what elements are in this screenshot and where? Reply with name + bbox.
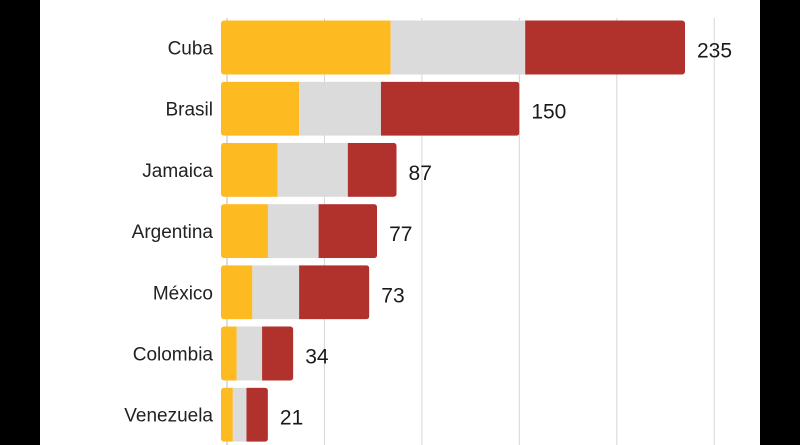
bar-venezuela-segment-1 [221, 387, 233, 442]
bar-colombia-segment-1 [221, 326, 237, 381]
value-label-venezuela: 21 [280, 407, 303, 430]
value-label-cuba: 235 [697, 40, 732, 63]
category-label-cuba: Cuba [168, 39, 214, 60]
bar-cuba-segment-3 [525, 20, 685, 75]
bar-brasil-segment-1 [221, 81, 300, 136]
bar-colombia-segment-3 [262, 326, 294, 381]
bar-jamaica-segment-1 [221, 142, 278, 197]
bar-mexico-segment-2 [252, 265, 300, 320]
bar-argentina-segment-3 [318, 204, 378, 259]
value-label-argentina: 77 [389, 223, 412, 246]
bar-colombia-segment-2 [236, 326, 263, 381]
value-label-colombia: 34 [305, 346, 329, 369]
bar-group-jamaica [221, 142, 397, 197]
category-label-argentina: Argentina [132, 222, 214, 243]
bar-jamaica-segment-2 [277, 142, 348, 197]
value-label-jamaica: 87 [409, 162, 432, 185]
bar-argentina-segment-1 [221, 204, 268, 259]
bar-brasil-segment-3 [380, 81, 520, 136]
category-label-brasil: Brasil [165, 100, 213, 121]
chart-panel: Cuba 235 Brasil 150 Jamaica 87 Argentina 77 Méxi… [40, 0, 760, 445]
bar-group-argentina [221, 204, 378, 259]
bar-mexico-segment-3 [299, 265, 370, 320]
value-label-mexico: 73 [381, 284, 404, 307]
bar-group-brasil [221, 81, 520, 136]
category-label-venezuela: Venezuela [124, 406, 213, 427]
bar-venezuela-segment-2 [232, 387, 247, 442]
bar-group-colombia [221, 326, 294, 381]
category-label-mexico: México [153, 283, 213, 304]
bar-brasil-segment-2 [299, 81, 381, 136]
category-label-colombia: Colombia [133, 345, 214, 366]
bar-cuba-segment-1 [221, 20, 391, 75]
value-label-brasil: 150 [531, 101, 566, 124]
bar-group-mexico [221, 265, 370, 320]
bar-jamaica-segment-3 [347, 142, 397, 197]
bars [221, 20, 685, 442]
bar-group-cuba [221, 20, 685, 75]
labels: Cuba 235 Brasil 150 Jamaica 87 Argentina 77 Méxi… [124, 39, 732, 430]
bar-group-venezuela [221, 387, 268, 442]
stacked-bar-chart: Cuba 235 Brasil 150 Jamaica 87 Argentina 77 Méxi… [124, 18, 732, 445]
category-label-jamaica: Jamaica [142, 161, 213, 182]
bar-venezuela-segment-3 [246, 387, 268, 442]
bar-cuba-segment-2 [390, 20, 526, 75]
bar-mexico-segment-1 [221, 265, 253, 320]
bar-argentina-segment-2 [267, 204, 319, 259]
